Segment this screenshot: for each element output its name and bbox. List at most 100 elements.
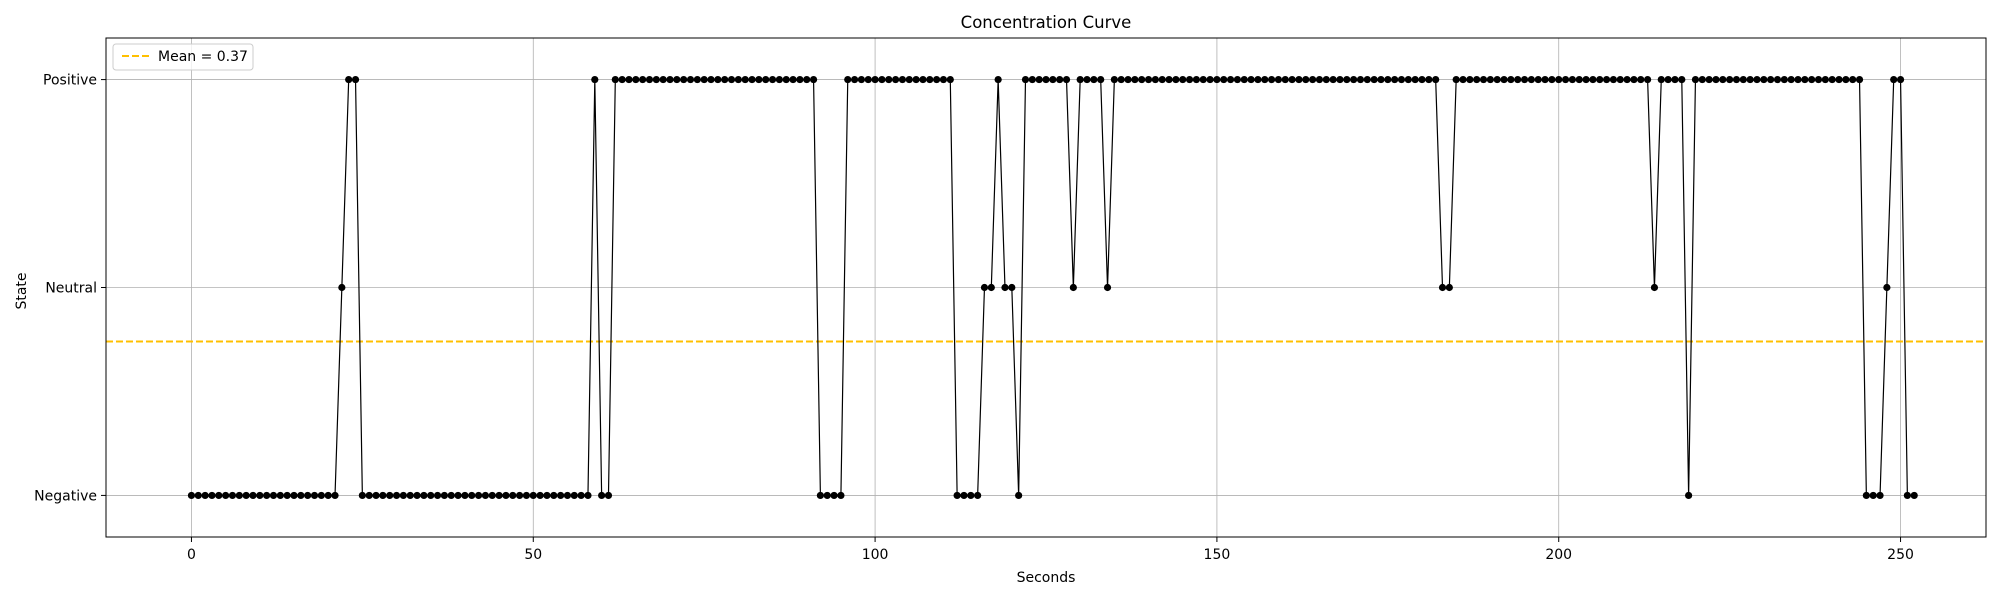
data-point [1821,75,1829,84]
data-point [1596,75,1604,84]
data-point [338,283,346,292]
data-point [816,491,825,500]
data-point [946,75,954,84]
data-point [1876,491,1884,500]
data-point [1548,75,1556,84]
data-point [399,491,407,500]
data-point [1131,75,1139,84]
data-point [584,491,592,500]
data-point [249,491,257,500]
data-point [1705,75,1713,84]
data-point [358,491,366,500]
data-point [228,491,237,500]
data-point [481,491,490,500]
data-point [1862,491,1870,500]
data-point [304,491,312,500]
data-point [290,491,298,500]
data-point [454,491,462,500]
data-point [1910,491,1918,500]
data-point [1151,75,1159,84]
data-point [666,75,674,84]
data-point [324,491,332,500]
data-point [1028,75,1036,84]
data-point [269,491,278,500]
data-point [926,75,934,84]
data-point [1274,75,1283,84]
x-axis-ticks: 0 50 100 150 200 250 [187,537,1914,563]
data-point [1295,75,1303,84]
data-point [1589,75,1597,84]
data-point [1452,75,1460,84]
data-point [1302,75,1310,84]
data-point [1254,75,1262,84]
data-point [1042,75,1050,84]
data-point [1678,75,1686,84]
data-point [536,491,544,500]
legend-entry-mean: Mean = 0.37 [158,49,248,65]
data-point [1001,283,1009,292]
data-point [372,491,380,500]
data-point [1541,75,1549,84]
data-point [256,491,264,500]
data-point [1835,75,1843,84]
data-point [1445,283,1453,292]
data-point [1739,75,1747,84]
data-point [618,75,626,84]
data-point [775,75,783,84]
data-point [474,491,483,500]
data-point [850,75,859,84]
data-point [1726,75,1734,84]
data-point [700,75,708,84]
data-point [1609,75,1618,84]
data-point [365,491,373,500]
grid-lines [106,38,1986,537]
x-tick-label: 250 [1887,547,1914,563]
data-point [1281,75,1289,84]
data-point [830,491,838,500]
data-point [550,491,558,500]
data-point [1637,75,1645,84]
x-tick-label: 50 [524,547,542,563]
data-point [837,491,845,500]
data-point [864,75,872,84]
data-point [1801,75,1809,84]
data-point [912,75,920,84]
data-point [1021,75,1030,84]
y-tick-label: Negative [34,488,97,504]
data-point [707,75,715,84]
data-point [939,75,948,84]
data-point [1582,75,1590,84]
data-point [823,491,831,500]
data-point [789,75,797,84]
data-point [905,75,913,84]
data-point [1671,75,1679,84]
data-point [1767,75,1775,84]
data-point [611,75,619,84]
data-point [659,75,667,84]
data-point [857,75,866,84]
data-point [1527,75,1535,84]
data-point [242,491,250,500]
data-point [1903,491,1911,500]
data-point [1630,75,1638,84]
data-point [734,75,742,84]
data-point [645,75,654,84]
data-point [741,75,749,84]
data-point [1343,75,1351,84]
data-point [1288,75,1296,84]
data-point [201,491,209,500]
data-point [974,491,982,500]
data-point [953,491,961,500]
data-point [748,75,756,84]
data-point [960,491,968,500]
data-point [1425,75,1433,84]
data-point [1391,75,1399,84]
data-point [1698,75,1706,84]
data-point [1110,75,1118,84]
data-point [1240,75,1248,84]
data-point [1356,75,1365,84]
data-point [1049,75,1057,84]
data-point [563,491,572,500]
data-point [235,491,243,500]
